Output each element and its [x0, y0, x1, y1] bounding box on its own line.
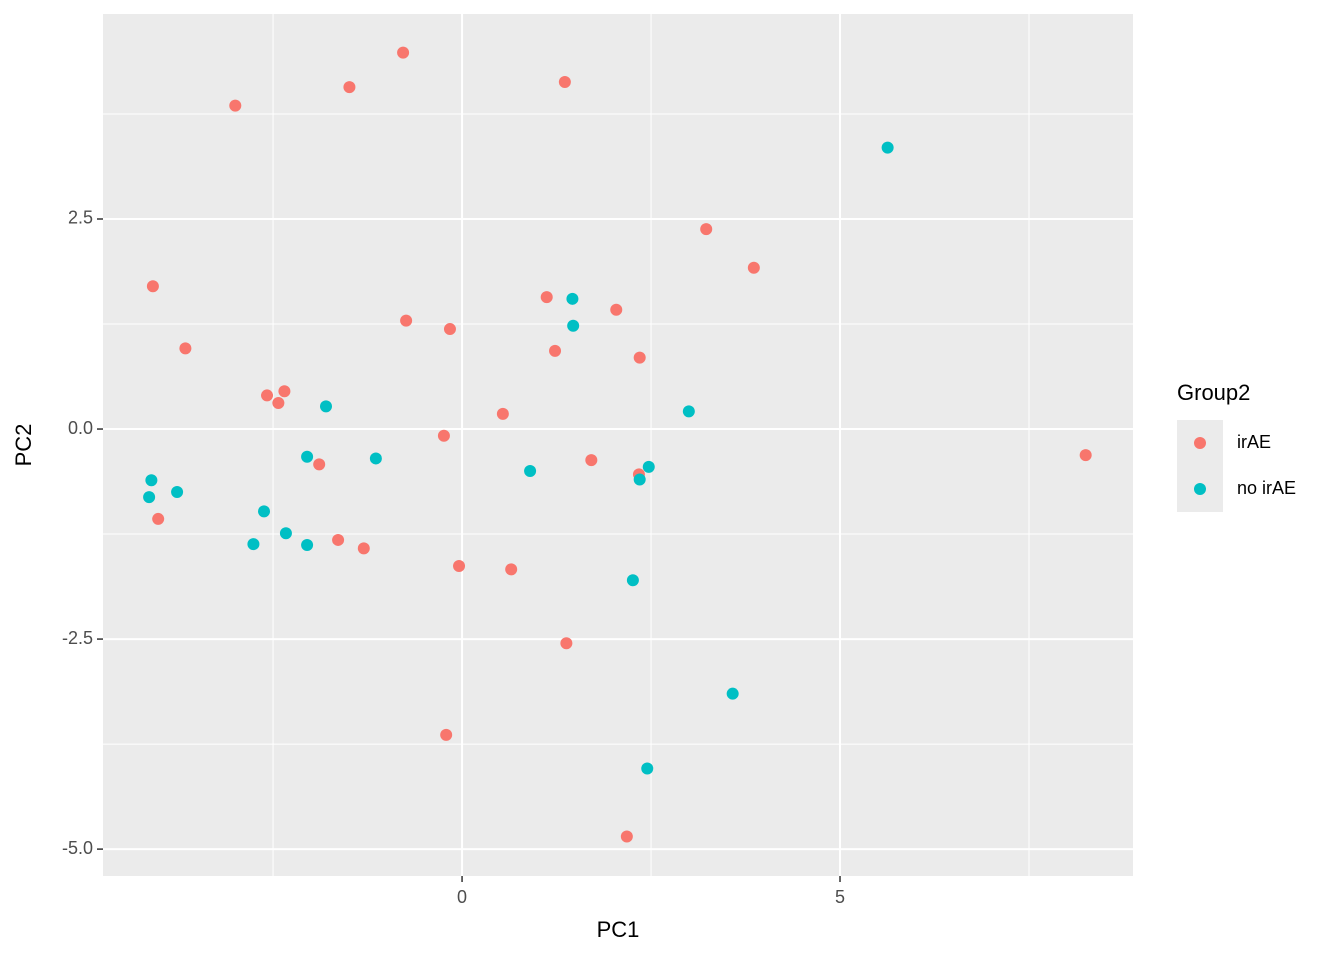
point — [145, 474, 158, 487]
point — [171, 486, 184, 499]
point — [505, 563, 518, 576]
y-tick-label: -2.5 — [62, 628, 93, 648]
point — [558, 76, 571, 89]
point — [279, 527, 292, 540]
point — [258, 505, 271, 518]
legend-marker — [1194, 437, 1206, 449]
point — [332, 533, 345, 546]
point — [700, 223, 713, 236]
y-tick-label: 0.0 — [68, 418, 93, 438]
point — [642, 460, 655, 473]
x-axis-title: PC1 — [597, 917, 640, 942]
point — [143, 491, 156, 504]
point — [633, 473, 646, 486]
x-tick-label: 0 — [457, 887, 467, 907]
y-tick-label: -5.0 — [62, 838, 93, 858]
point — [229, 99, 242, 112]
point — [343, 81, 356, 94]
point — [437, 429, 450, 442]
point — [1079, 449, 1092, 462]
point — [247, 538, 260, 551]
point — [400, 314, 413, 327]
point — [179, 342, 192, 355]
x-tick-label: 5 — [835, 887, 845, 907]
y-axis-title: PC2 — [11, 424, 36, 467]
point — [641, 762, 654, 775]
legend-marker — [1194, 483, 1206, 495]
point — [443, 323, 456, 336]
point — [146, 280, 159, 293]
point — [278, 385, 291, 398]
point — [301, 450, 314, 463]
point — [152, 512, 165, 525]
point — [397, 46, 410, 59]
point — [440, 728, 453, 741]
point — [272, 396, 285, 409]
point — [357, 542, 370, 555]
point — [567, 319, 580, 332]
point — [549, 344, 562, 357]
legend-label: irAE — [1237, 432, 1271, 452]
point — [726, 687, 739, 700]
point — [319, 400, 332, 413]
point — [524, 465, 537, 478]
point — [626, 574, 639, 587]
point — [633, 351, 646, 364]
point — [540, 291, 553, 304]
point — [881, 141, 894, 154]
point — [682, 405, 695, 418]
panel — [103, 14, 1133, 876]
point — [560, 637, 573, 650]
point — [313, 458, 326, 471]
point — [747, 261, 760, 274]
y-tick-label: 2.5 — [68, 208, 93, 228]
legend-label: no irAE — [1237, 478, 1296, 498]
point — [453, 559, 466, 572]
point — [566, 292, 579, 305]
legend-title: Group2 — [1177, 380, 1250, 405]
point — [620, 830, 633, 843]
point — [301, 538, 314, 551]
point — [610, 303, 623, 316]
point — [496, 407, 509, 420]
point — [369, 452, 382, 465]
point — [585, 454, 598, 467]
point — [261, 389, 274, 402]
